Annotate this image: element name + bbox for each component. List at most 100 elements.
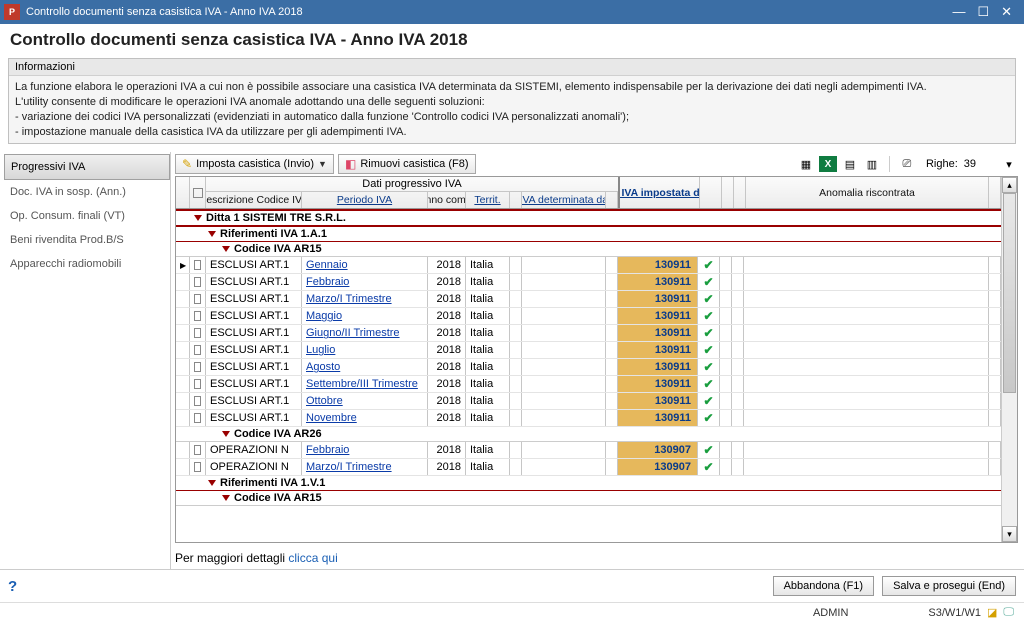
col-narrow[interactable] xyxy=(700,177,722,208)
row-marker xyxy=(176,376,190,392)
help-icon[interactable]: ? xyxy=(8,578,17,595)
imposta-button[interactable]: ✎ Imposta casistica (Invio) ▼ xyxy=(175,154,334,174)
col-narrow[interactable] xyxy=(722,177,734,208)
col-cas-utente[interactable]: Casistica IVA impostata dall'Utente xyxy=(620,177,700,208)
table-row[interactable]: ESCLUSI ART.1Settembre/III Trimestre2018… xyxy=(176,376,1001,393)
table-row[interactable]: ESCLUSI ART.1Maggio2018Italia130911✔ xyxy=(176,308,1001,325)
cell-cas-utente[interactable]: 130911 xyxy=(618,376,698,392)
scroll-thumb[interactable] xyxy=(1003,193,1016,393)
rimuovi-label: Rimuovi casistica (F8) xyxy=(360,158,468,170)
cell-cas-utente[interactable]: 130911 xyxy=(618,410,698,426)
col-territ[interactable]: Territ. xyxy=(466,192,510,208)
scroll-up-icon[interactable]: ▴ xyxy=(1002,177,1017,193)
cell-periodo[interactable]: Giugno/II Trimestre xyxy=(302,325,428,341)
dropdown-icon[interactable]: ▾ xyxy=(1000,155,1018,173)
row-check[interactable] xyxy=(190,376,206,392)
col-periodo[interactable]: Periodo IVA xyxy=(302,192,428,208)
col-cas-sistemi[interactable]: Casistica IVA determinata da SISTEMI xyxy=(522,192,606,208)
table-row[interactable]: ESCLUSI ART.1Novembre2018Italia130911✔ xyxy=(176,410,1001,427)
scroll-down-icon[interactable]: ▾ xyxy=(1002,526,1017,542)
maximize-icon[interactable]: ☐ xyxy=(977,4,989,20)
table-row[interactable]: ESCLUSI ART.1Marzo/I Trimestre2018Italia… xyxy=(176,291,1001,308)
cell-periodo[interactable]: Luglio xyxy=(302,342,428,358)
sidebar-item[interactable]: Apparecchi radiomobili xyxy=(4,252,170,276)
row-check[interactable] xyxy=(190,442,206,458)
row-check[interactable] xyxy=(190,459,206,475)
cell-periodo[interactable]: Maggio xyxy=(302,308,428,324)
cell-cas-utente[interactable]: 130911 xyxy=(618,308,698,324)
cell-periodo[interactable]: Marzo/I Trimestre xyxy=(302,459,428,475)
cell-periodo[interactable]: Novembre xyxy=(302,410,428,426)
row-marker xyxy=(176,308,190,324)
col-narrow[interactable] xyxy=(510,192,522,208)
grid-icon[interactable]: ▤ xyxy=(841,155,859,173)
group-row[interactable]: Codice IVA AR26 xyxy=(176,427,1001,442)
excel-icon[interactable]: X xyxy=(819,156,837,172)
col-narrow[interactable] xyxy=(606,192,618,208)
chart-icon[interactable]: ▥ xyxy=(863,155,881,173)
table-row[interactable]: OPERAZIONI NMarzo/I Trimestre2018Italia1… xyxy=(176,459,1001,476)
col-anno[interactable]: Anno comp. xyxy=(428,192,466,208)
close-icon[interactable]: ✕ xyxy=(1001,4,1012,20)
cell-cas-utente[interactable]: 130911 xyxy=(618,257,698,273)
row-check[interactable] xyxy=(190,291,206,307)
chevron-down-icon: ▼ xyxy=(318,159,327,169)
cell-periodo[interactable]: Febbraio xyxy=(302,442,428,458)
cell-cas-utente[interactable]: 130911 xyxy=(618,359,698,375)
cell-periodo[interactable]: Ottobre xyxy=(302,393,428,409)
cell-cas-utente[interactable]: 130911 xyxy=(618,325,698,341)
sidebar-item[interactable]: Beni rivendita Prod.B/S xyxy=(4,228,170,252)
rimuovi-button[interactable]: ◧ Rimuovi casistica (F8) xyxy=(338,154,476,174)
cell-cas-utente[interactable]: 130911 xyxy=(618,342,698,358)
row-check[interactable] xyxy=(190,274,206,290)
cell-cas-utente[interactable]: 130911 xyxy=(618,274,698,290)
table-row[interactable]: ESCLUSI ART.1Febbraio2018Italia130911✔ xyxy=(176,274,1001,291)
row-check[interactable] xyxy=(190,359,206,375)
row-check[interactable] xyxy=(190,308,206,324)
col-desc[interactable]: Descrizione Codice IVA xyxy=(206,192,302,208)
table-row[interactable]: ESCLUSI ART.1Ottobre2018Italia130911✔ xyxy=(176,393,1001,410)
group-row[interactable]: Riferimenti IVA 1.A.1 xyxy=(176,227,1001,242)
cell-periodo[interactable]: Febbraio xyxy=(302,274,428,290)
cell-cas-utente[interactable]: 130911 xyxy=(618,393,698,409)
scrollbar[interactable]: ▴ ▾ xyxy=(1001,177,1017,542)
table-row[interactable]: ESCLUSI ART.1Luglio2018Italia130911✔ xyxy=(176,342,1001,359)
details-link[interactable]: clicca qui xyxy=(288,551,337,565)
row-check[interactable] xyxy=(190,410,206,426)
cell-periodo[interactable]: Marzo/I Trimestre xyxy=(302,291,428,307)
row-check[interactable] xyxy=(190,342,206,358)
sidebar-item[interactable]: Doc. IVA in sosp. (Ann.) xyxy=(4,180,170,204)
table-row[interactable]: OPERAZIONI NFebbraio2018Italia130907✔ xyxy=(176,442,1001,459)
cell-periodo[interactable]: Gennaio xyxy=(302,257,428,273)
sidebar-item[interactable]: Progressivi IVA xyxy=(4,154,170,180)
group-row[interactable]: Ditta 1 SISTEMI TRE S.R.L. xyxy=(176,209,1001,227)
layout-icon[interactable]: ▦ xyxy=(797,155,815,173)
col-narrow[interactable] xyxy=(989,177,1001,208)
salva-button[interactable]: Salva e prosegui (End) xyxy=(882,576,1016,596)
toolbar: ✎ Imposta casistica (Invio) ▼ ◧ Rimuovi … xyxy=(175,152,1018,176)
footer-text: Per maggiori dettagli xyxy=(175,551,288,565)
group-row[interactable]: Codice IVA AR15 xyxy=(176,242,1001,257)
check-icon: ✔ xyxy=(702,326,715,340)
cell-desc: ESCLUSI ART.1 xyxy=(206,376,302,392)
minimize-icon[interactable]: — xyxy=(952,4,965,20)
cell-periodo[interactable]: Agosto xyxy=(302,359,428,375)
table-row[interactable]: ESCLUSI ART.1Giugno/II Trimestre2018Ital… xyxy=(176,325,1001,342)
abbandona-button[interactable]: Abbandona (F1) xyxy=(773,576,875,596)
row-check[interactable] xyxy=(190,393,206,409)
cell-periodo[interactable]: Settembre/III Trimestre xyxy=(302,376,428,392)
table-row[interactable]: ESCLUSI ART.1Gennaio2018Italia130911✔ xyxy=(176,257,1001,274)
col-check[interactable] xyxy=(190,177,206,208)
cell-cas-utente[interactable]: 130911 xyxy=(618,291,698,307)
row-check[interactable] xyxy=(190,257,206,273)
sidebar-item[interactable]: Op. Consum. finali (VT) xyxy=(4,204,170,228)
filter-icon[interactable]: ⎚ xyxy=(898,155,916,173)
col-anomalia[interactable]: Anomalia riscontrata xyxy=(746,177,989,208)
group-row[interactable]: Riferimenti IVA 1.V.1 xyxy=(176,476,1001,491)
cell-cas-utente[interactable]: 130907 xyxy=(618,442,698,458)
table-row[interactable]: ESCLUSI ART.1Agosto2018Italia130911✔ xyxy=(176,359,1001,376)
cell-cas-utente[interactable]: 130907 xyxy=(618,459,698,475)
col-narrow[interactable] xyxy=(734,177,746,208)
row-check[interactable] xyxy=(190,325,206,341)
group-row[interactable]: Codice IVA AR15 xyxy=(176,491,1001,506)
